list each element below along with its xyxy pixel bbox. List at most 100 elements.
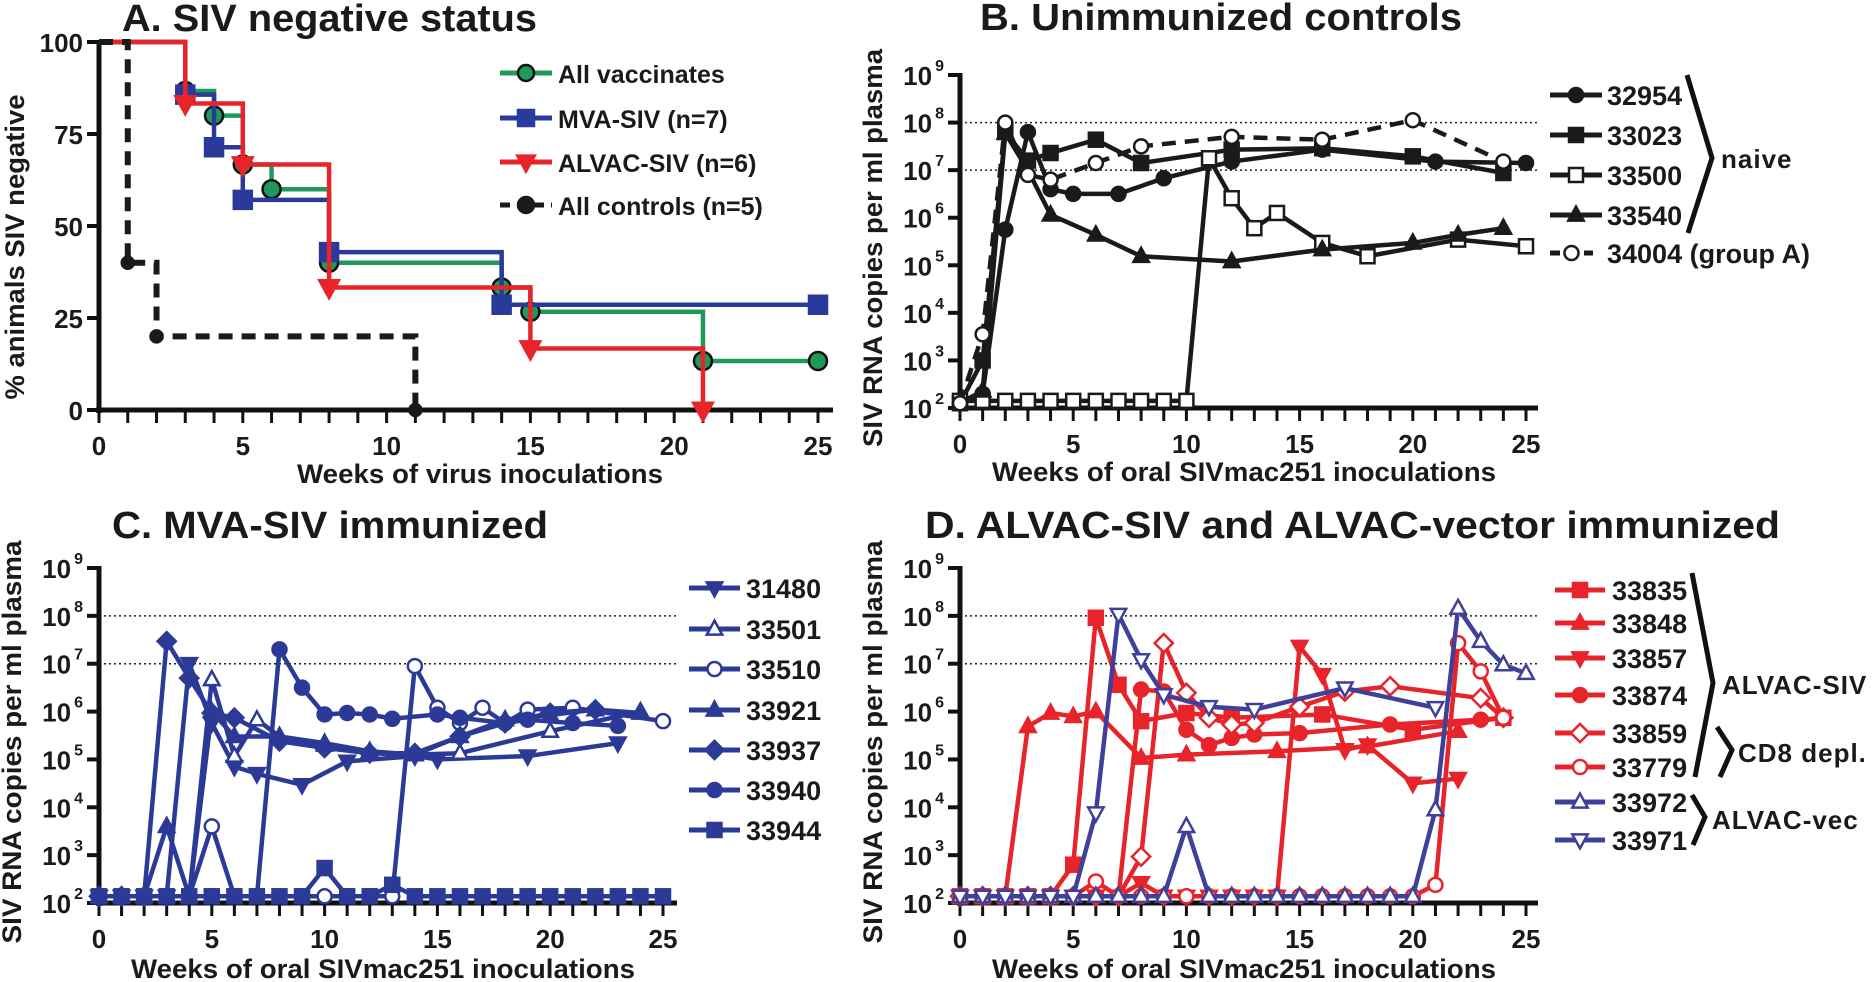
data-point: [951, 394, 969, 412]
x-tick-label: 15: [516, 431, 545, 461]
y-tick-exponent: 5: [74, 742, 83, 759]
y-tick-exponent: 2: [935, 886, 944, 903]
data-point: [632, 888, 649, 905]
y-tick-base: 10: [903, 204, 932, 234]
data-point: [293, 888, 311, 905]
data-point: [1064, 856, 1082, 873]
data-point: [1357, 885, 1378, 904]
data-point: [1155, 392, 1173, 410]
y-tick-label: 10 6: [42, 695, 83, 728]
data-point: [1289, 639, 1310, 658]
y-tick-base: 10: [903, 299, 932, 329]
y-tick-label: 10 2: [903, 886, 944, 919]
data-point: [974, 326, 991, 343]
x-tick-label: 0: [953, 924, 967, 954]
data-point: [1448, 223, 1468, 242]
data-point: [1495, 153, 1512, 170]
data-point: [1244, 702, 1265, 721]
data-point: [1108, 607, 1129, 626]
legend-marker: [1571, 581, 1589, 599]
legend-label: 31480: [746, 574, 821, 604]
data-point: [1130, 845, 1152, 868]
data-point: [1221, 885, 1242, 904]
data-point: [608, 736, 628, 755]
data-point: [203, 888, 221, 905]
data-point: [1042, 171, 1059, 188]
y-tick-base: 10: [42, 793, 71, 823]
data-point: [248, 888, 266, 905]
group-label: ALVAC-SIV: [1722, 670, 1867, 700]
data-point: [226, 888, 243, 905]
x-tick-label: 10: [310, 924, 339, 954]
data-point: [474, 888, 491, 905]
data-point: [200, 702, 223, 724]
y-tick-label: 10 3: [903, 343, 944, 376]
data-point: [1472, 711, 1489, 728]
y-tick-exponent: 3: [935, 838, 944, 855]
data-point: [496, 888, 514, 905]
data-point: [1131, 876, 1151, 894]
y-tick-exponent: 5: [935, 742, 944, 759]
data-point: [155, 630, 178, 653]
legend-label: ALVAC-SIV (n=6): [558, 150, 756, 178]
data-point: [564, 714, 582, 732]
legend-label: 33500: [1607, 161, 1682, 191]
data-point: [1200, 736, 1218, 754]
series-line: [959, 129, 1527, 406]
data-point: [1110, 392, 1127, 410]
data-point: [1223, 128, 1240, 146]
y-tick-exponent: 7: [74, 647, 83, 664]
data-point: [451, 709, 469, 727]
data-point: [609, 888, 627, 905]
data-point: [1132, 392, 1150, 410]
legend-label: 33848: [1612, 609, 1687, 639]
data-point: [1110, 676, 1127, 694]
data-point: [232, 189, 254, 211]
y-tick-exponent: 3: [935, 343, 944, 360]
legend-label: 34004 (group A): [1607, 239, 1810, 269]
legend-marker: [1567, 126, 1585, 144]
data-point: [1335, 681, 1355, 700]
y-tick-exponent: 7: [935, 647, 944, 664]
series-ALVAC-SIV: [99, 39, 706, 410]
panel-a-title: A. SIV negative status: [122, 0, 537, 40]
data-point: [224, 745, 245, 763]
y-tick-base: 10: [42, 602, 71, 632]
x-tick-label: 20: [660, 431, 689, 461]
data-point: [1313, 131, 1331, 148]
data-point: [1470, 630, 1491, 649]
data-point: [313, 737, 336, 759]
data-point: [1516, 662, 1536, 681]
data-point: [630, 702, 651, 720]
legend-label: 33921: [746, 696, 821, 726]
y-tick-label: 10 5: [903, 248, 944, 281]
data-point: [1312, 885, 1333, 904]
x-tick-label: 0: [92, 924, 106, 954]
x-tick-label: 0: [953, 429, 967, 459]
legend-marker: [1570, 833, 1590, 851]
data-point: [451, 888, 469, 905]
y-tick-exponent: 6: [935, 201, 944, 218]
y-tick-exponent: 7: [935, 153, 944, 170]
legend-marker: [516, 195, 536, 215]
y-tick-label: 10 9: [903, 551, 944, 584]
data-point: [1335, 885, 1355, 904]
x-tick-label: 5: [205, 924, 219, 954]
data-point: [1359, 247, 1376, 265]
data-point: [316, 706, 333, 723]
legend-label: 33944: [746, 816, 821, 846]
series-34004: [957, 117, 1505, 404]
group-label: naive: [1721, 144, 1793, 174]
y-tick-exponent: 8: [935, 106, 944, 123]
data-point: [1335, 743, 1355, 761]
legend-marker: [1563, 244, 1580, 262]
data-point: [1198, 706, 1220, 729]
data-point: [1042, 144, 1059, 162]
x-tick-label: 10: [1172, 924, 1201, 954]
y-tick-base: 10: [903, 61, 932, 91]
y-tick-label: 10 3: [903, 838, 944, 871]
data-point: [1425, 798, 1446, 817]
data-point: [450, 742, 470, 761]
y-tick-label: 10 5: [42, 742, 83, 775]
data-point: [316, 859, 333, 877]
